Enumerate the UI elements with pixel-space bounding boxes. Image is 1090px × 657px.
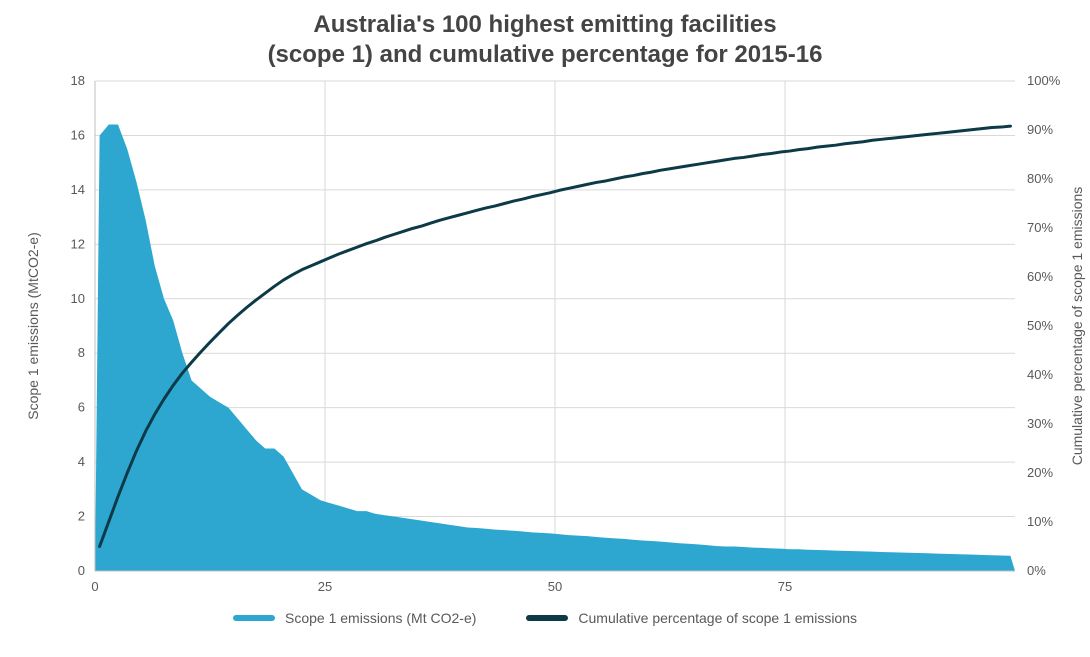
- y-right-tick: 40%: [1027, 367, 1053, 382]
- y-right-tick: 100%: [1027, 76, 1061, 88]
- y-right-tick: 10%: [1027, 514, 1053, 529]
- legend-item-line: Cumulative percentage of scope 1 emissio…: [526, 610, 857, 626]
- y-left-tick: 2: [78, 509, 85, 524]
- chart-title: Australia's 100 highest emitting facilit…: [0, 0, 1090, 70]
- chart-title-line1: Australia's 100 highest emitting facilit…: [0, 10, 1090, 40]
- y-left-tick: 0: [78, 563, 85, 578]
- x-tick: 0: [91, 579, 98, 594]
- y-right-tick: 90%: [1027, 122, 1053, 137]
- y-right-tick: 70%: [1027, 220, 1053, 235]
- y-right-tick: 20%: [1027, 465, 1053, 480]
- y-left-tick: 6: [78, 400, 85, 415]
- y-left-tick: 18: [71, 76, 85, 88]
- chart-title-line2: (scope 1) and cumulative percentage for …: [0, 40, 1090, 70]
- legend-item-area: Scope 1 emissions (Mt CO2-e): [233, 610, 476, 626]
- x-tick: 75: [778, 579, 792, 594]
- y-left-tick: 10: [71, 291, 85, 306]
- y-right-tick: 50%: [1027, 318, 1053, 333]
- legend-swatch-area: [233, 615, 275, 621]
- chart-container: Australia's 100 highest emitting facilit…: [0, 0, 1090, 657]
- plot-svg: 0 2 4 6 8 10 12 14 16 18 0% 10% 20% 30% 40% 50% 60% 70% 80…: [0, 76, 1090, 606]
- y-left-tick: 4: [78, 454, 85, 469]
- legend: Scope 1 emissions (Mt CO2-e) Cumulative …: [0, 610, 1090, 626]
- plot-area: Scope 1 emissions (MtCO2-e) Cumulative p…: [0, 76, 1090, 606]
- x-tick: 25: [318, 579, 332, 594]
- y-left-tick: 12: [71, 236, 85, 251]
- y-axis-right-label: Cumulative percentage of scope 1 emissio…: [1069, 187, 1085, 466]
- x-tick: 50: [548, 579, 562, 594]
- y-right-tick: 60%: [1027, 269, 1053, 284]
- legend-label-line: Cumulative percentage of scope 1 emissio…: [578, 610, 857, 626]
- y-axis-left-label: Scope 1 emissions (MtCO2-e): [25, 232, 41, 420]
- y-left-tick: 14: [71, 182, 85, 197]
- legend-label-area: Scope 1 emissions (Mt CO2-e): [285, 610, 476, 626]
- y-right-tick: 80%: [1027, 171, 1053, 186]
- y-left-tick: 16: [71, 127, 85, 142]
- y-left-tick: 8: [78, 345, 85, 360]
- legend-swatch-line: [526, 615, 568, 621]
- y-right-tick: 30%: [1027, 416, 1053, 431]
- y-right-tick: 0%: [1027, 563, 1046, 578]
